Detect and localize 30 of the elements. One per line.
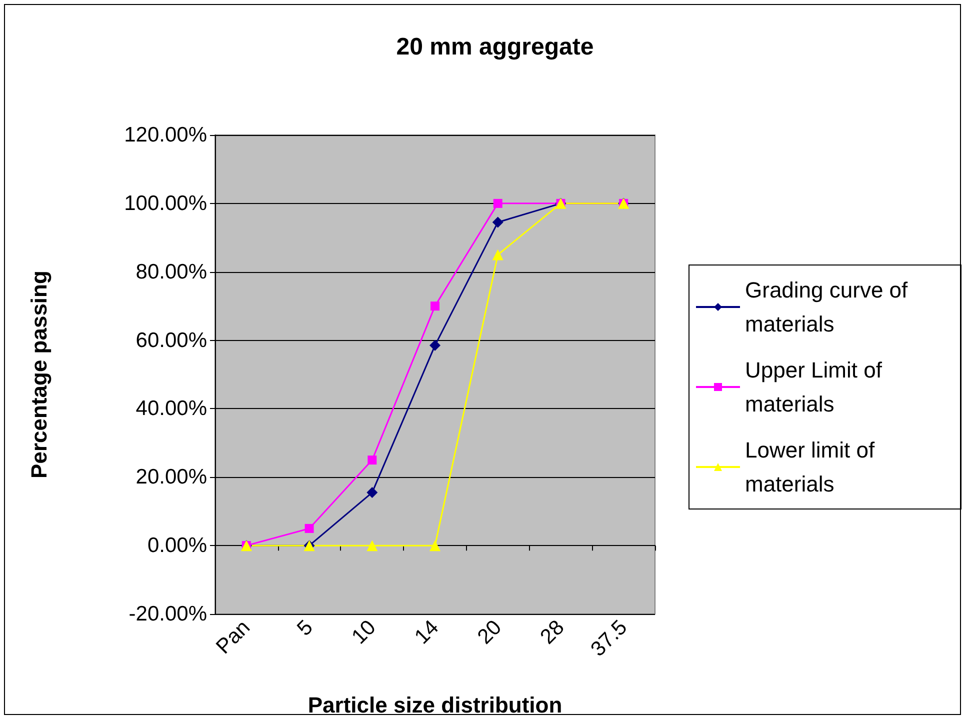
x-tick-label: 28 (536, 616, 569, 649)
point (430, 302, 440, 311)
y-tick-label: 40.00% (136, 397, 207, 420)
y-tick-label: 60.00% (136, 328, 207, 352)
x-tick-label: 20 (473, 616, 506, 649)
y-tick-label: 100.00% (124, 192, 207, 215)
point (366, 487, 378, 498)
legend-label: Lower limit of materials (745, 438, 881, 496)
x-tick-label: 14 (410, 616, 444, 649)
x-axis-title: Particle size distribution (308, 692, 562, 718)
y-tick-label: 0.00% (147, 534, 207, 558)
x-tick-label: 5 (292, 616, 318, 640)
y-tick-label: 120.00% (124, 124, 207, 146)
x-tick-label: 10 (348, 616, 380, 649)
y-tick-label: 80.00% (136, 260, 207, 284)
legend-label: Upper Limit of materials (745, 358, 888, 416)
point (492, 249, 504, 260)
legend-label: Grading curve of materials (745, 278, 914, 336)
y-axis-title: Percentage passing (26, 270, 52, 478)
point (430, 540, 440, 552)
point (493, 198, 502, 208)
chart-title: 20 mm aggregate (396, 34, 594, 60)
point (492, 216, 504, 228)
point (304, 524, 314, 533)
point (366, 540, 378, 552)
point (430, 340, 440, 351)
x-tick-label: Pan (212, 616, 255, 659)
y-tick-label: -20.00% (128, 602, 207, 626)
y-tick-label: 20.00% (136, 466, 207, 489)
point (368, 456, 377, 465)
